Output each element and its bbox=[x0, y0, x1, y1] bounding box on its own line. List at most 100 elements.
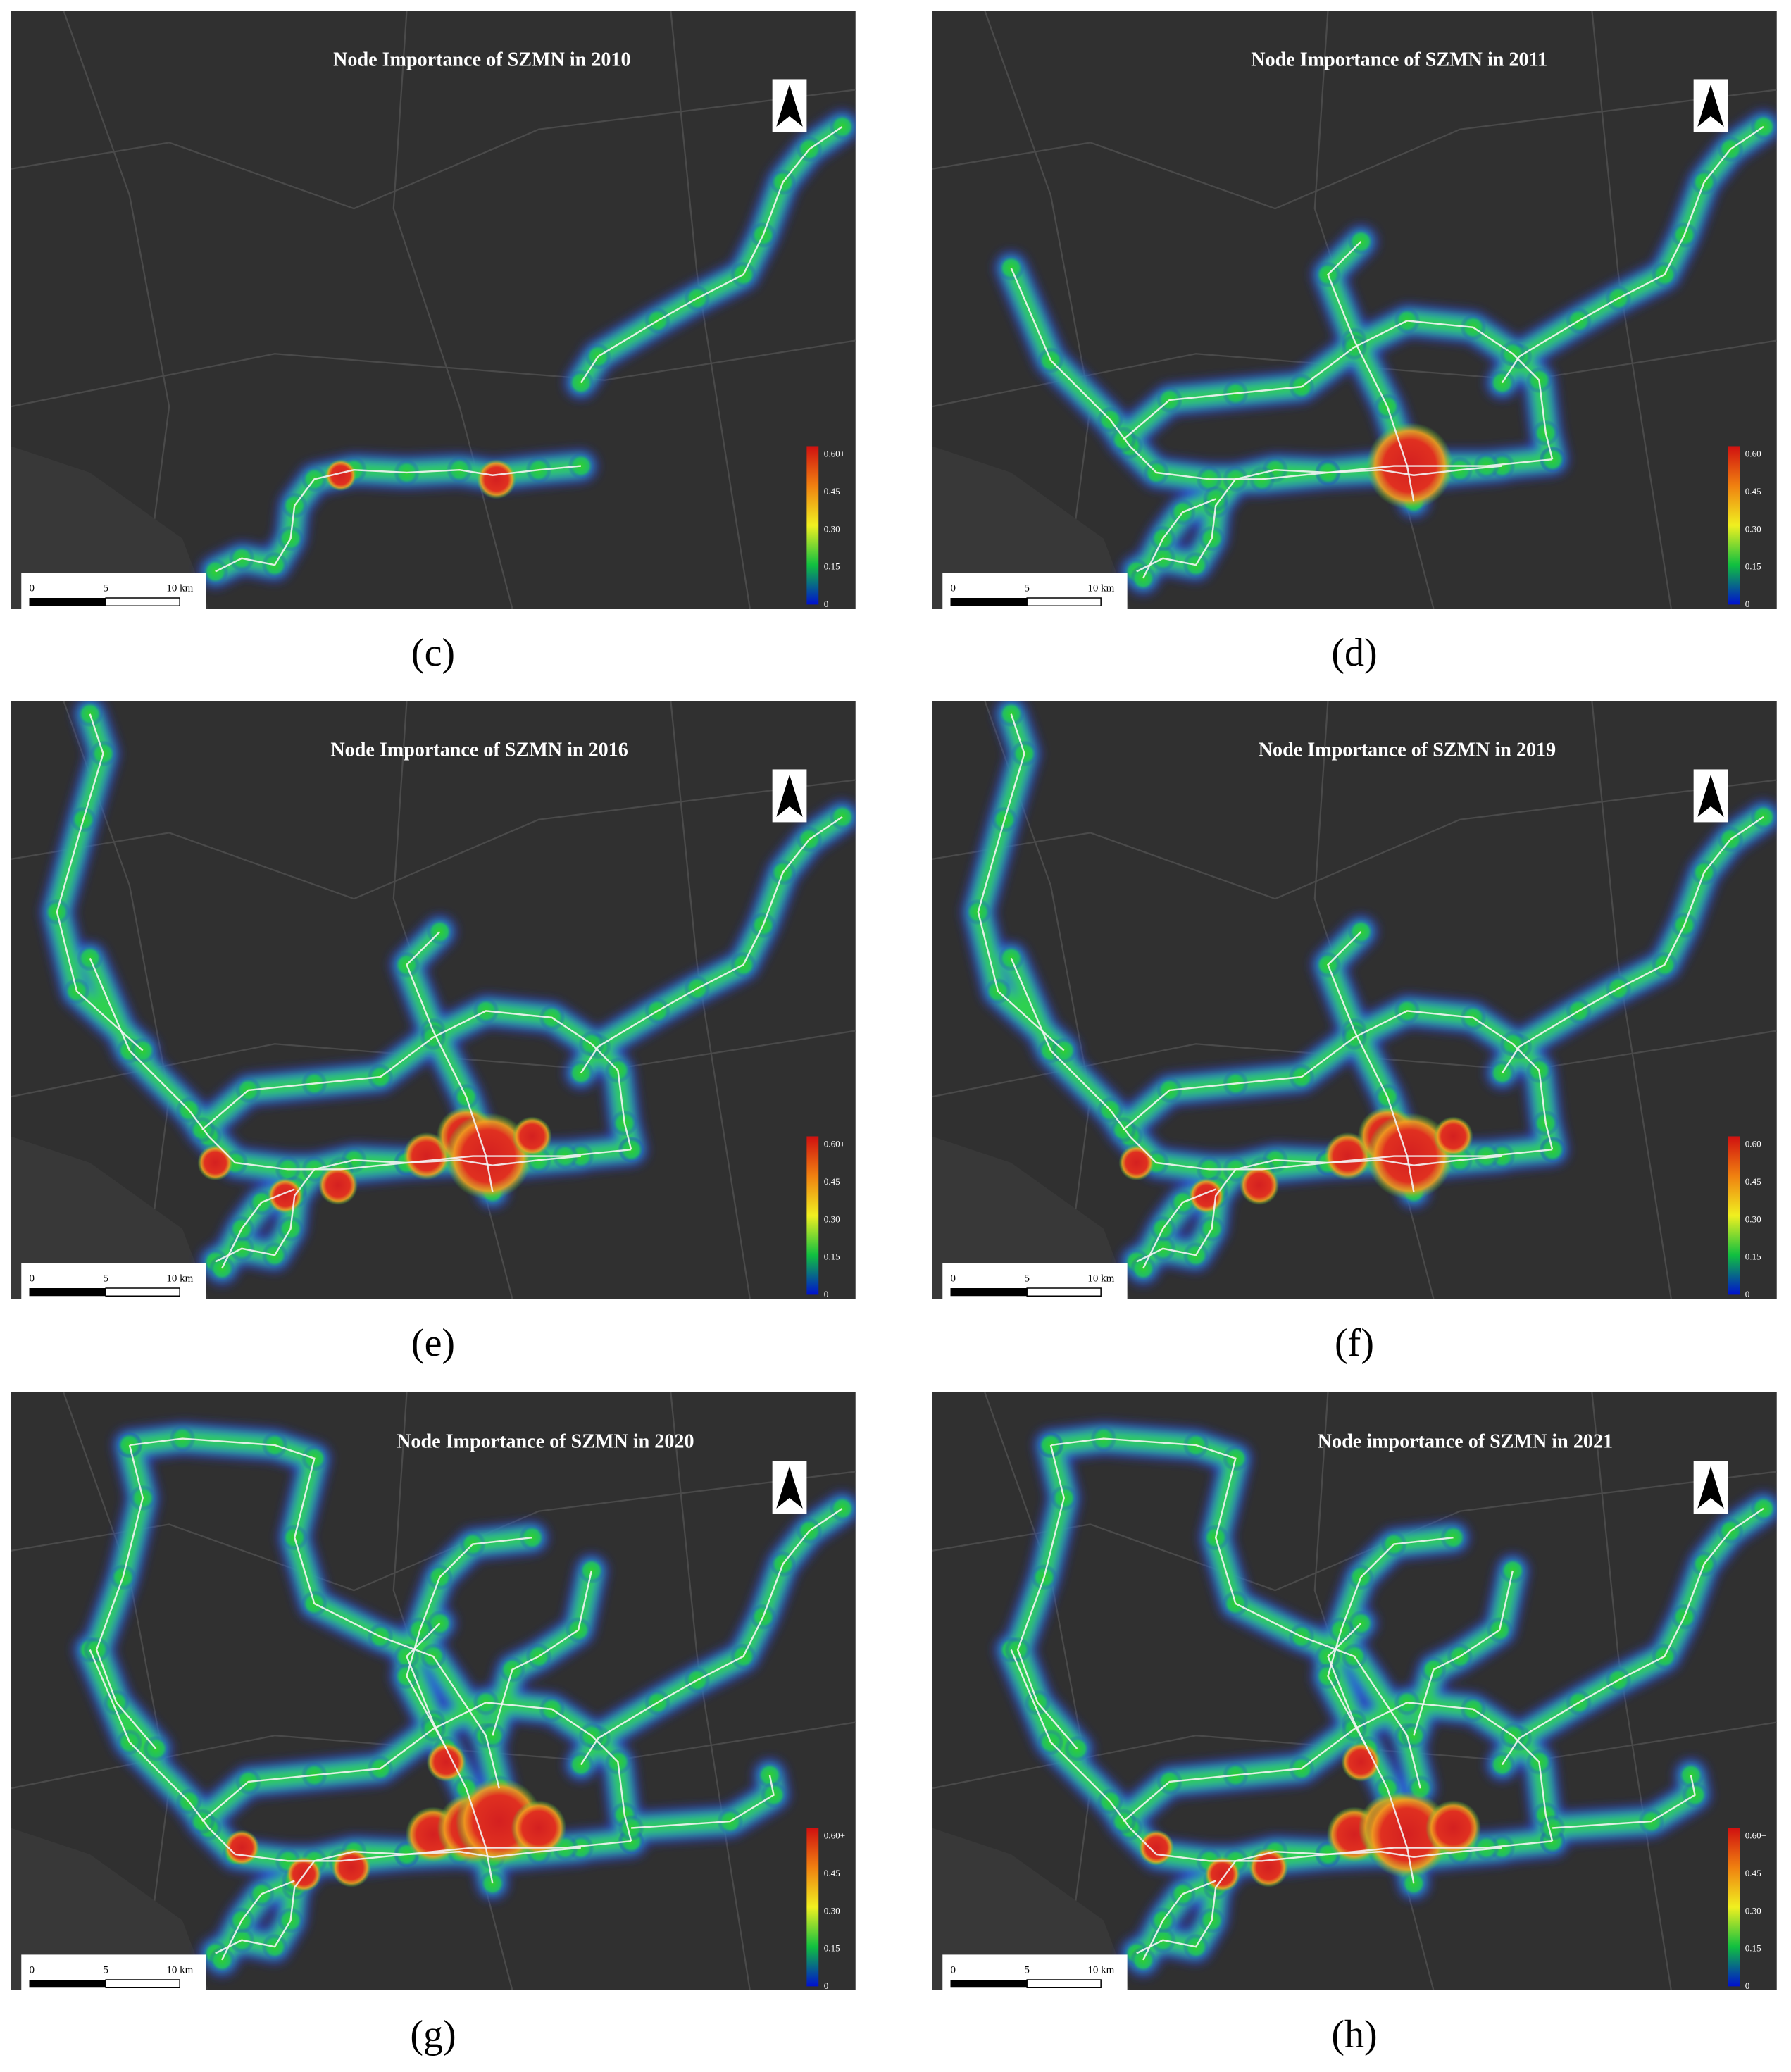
scale-label: 10 km bbox=[1087, 1273, 1114, 1285]
hub-glow bbox=[197, 1144, 234, 1181]
colorbar-label: 0.45 bbox=[824, 486, 840, 497]
map-title: Node Importance of SZMN in 2010 bbox=[333, 49, 630, 71]
map-title: Node Importance of SZMN in 2020 bbox=[397, 1431, 694, 1453]
road bbox=[11, 1471, 856, 1592]
metro-line bbox=[1010, 267, 1553, 480]
colorbar-label: 0.60+ bbox=[1745, 448, 1766, 458]
road bbox=[670, 11, 751, 609]
north-arrow bbox=[776, 774, 803, 817]
map-title: Node importance of SZMN in 2021 bbox=[1318, 1431, 1613, 1453]
road bbox=[932, 89, 1777, 210]
map-panel: Node Importance of SZMN in 2010 0.60+ 0.45… bbox=[11, 11, 856, 609]
colorbar-label: 0.45 bbox=[1745, 1868, 1761, 1878]
road bbox=[63, 1392, 170, 1990]
metro-line bbox=[631, 1775, 775, 1829]
scale-label: 0 bbox=[30, 1965, 35, 1976]
station-glow bbox=[1489, 1751, 1516, 1778]
map-panel: Node Importance of SZMN in 2020 0.60+ 0.45… bbox=[11, 1392, 856, 1990]
scale-label: 0 bbox=[30, 583, 35, 594]
road bbox=[11, 89, 856, 210]
colorbar-label: 0.60+ bbox=[1745, 1830, 1766, 1840]
metro-line bbox=[1501, 816, 1764, 1074]
metro-line bbox=[1010, 1649, 1553, 1862]
metro-line bbox=[1327, 241, 1415, 502]
scale-label: 5 bbox=[103, 583, 108, 594]
scale-label: 10 km bbox=[166, 1965, 193, 1976]
scale-bar-white bbox=[1026, 1287, 1102, 1297]
colorbar-label: 0.15 bbox=[824, 561, 840, 572]
metro-line bbox=[1123, 1702, 1554, 1842]
road bbox=[932, 779, 1777, 900]
hub-glow bbox=[331, 1847, 371, 1887]
road bbox=[63, 11, 170, 609]
bay bbox=[932, 1828, 1130, 1990]
metro-line bbox=[406, 931, 494, 1192]
hub-glow bbox=[511, 1800, 567, 1856]
hub-glow bbox=[512, 1116, 552, 1156]
metro-line bbox=[215, 1155, 582, 1263]
station-glow bbox=[1489, 369, 1516, 397]
colorbar bbox=[1728, 1136, 1740, 1295]
colorbar bbox=[806, 1136, 819, 1295]
station-glow bbox=[756, 1761, 783, 1789]
bay bbox=[11, 1828, 209, 1990]
metro-line bbox=[1050, 1437, 1421, 1789]
station-glow bbox=[578, 1557, 605, 1584]
map-panel: Node Importance of SZMN in 2016 0.60+ 0.45… bbox=[11, 701, 856, 1299]
colorbar-label: 0 bbox=[824, 1289, 829, 1299]
scale-label: 10 km bbox=[1087, 583, 1114, 594]
colorbar-label: 0.30 bbox=[824, 1213, 840, 1224]
metro-line bbox=[89, 1649, 632, 1862]
hub-glow bbox=[1433, 1116, 1473, 1156]
hub-glow bbox=[1138, 1830, 1175, 1866]
hub-glow bbox=[1239, 1165, 1280, 1205]
scale-bar-black bbox=[29, 1980, 106, 1988]
station-glow bbox=[568, 452, 594, 480]
scale-bar-white bbox=[1026, 1979, 1102, 1989]
panel-caption: (e) bbox=[411, 1321, 456, 1365]
station-glow bbox=[1678, 1761, 1704, 1789]
colorbar-label: 0.15 bbox=[1745, 1943, 1761, 1954]
scale-label: 0 bbox=[951, 1273, 956, 1285]
metro-line bbox=[215, 465, 582, 573]
road bbox=[932, 1471, 1777, 1592]
scale-label: 0 bbox=[30, 1273, 35, 1285]
north-arrow bbox=[1697, 84, 1724, 127]
bay bbox=[932, 446, 1130, 609]
metro-line bbox=[1123, 1010, 1554, 1150]
hub-glow bbox=[1363, 1791, 1451, 1878]
metro-line bbox=[580, 816, 843, 1074]
hub-glow bbox=[1341, 1742, 1381, 1782]
colorbar-label: 0.60+ bbox=[824, 1138, 845, 1149]
metro-line bbox=[406, 1536, 532, 1749]
panel-caption: (f) bbox=[1335, 1321, 1374, 1365]
colorbar bbox=[806, 446, 819, 605]
colorbar bbox=[1728, 446, 1740, 605]
colorbar-label: 0 bbox=[1745, 599, 1750, 609]
hub-glow bbox=[1118, 1144, 1155, 1181]
colorbar-label: 0.30 bbox=[824, 1905, 840, 1916]
colorbar-label: 0.30 bbox=[1745, 1213, 1761, 1224]
metro-line bbox=[406, 1623, 494, 1884]
road bbox=[670, 1392, 751, 1990]
north-arrow bbox=[1697, 774, 1724, 817]
metro-line bbox=[1136, 465, 1503, 573]
colorbar-label: 0 bbox=[1745, 1289, 1750, 1299]
metro-line bbox=[215, 1847, 582, 1954]
metro-line bbox=[1327, 931, 1415, 1192]
colorbar-label: 0.45 bbox=[824, 1176, 840, 1187]
metro-line bbox=[580, 1507, 843, 1766]
metro-line bbox=[221, 1188, 295, 1269]
scale-bar-black bbox=[950, 1288, 1028, 1297]
map-panel: Node Importance of SZMN in 2011 0.60+ 0.45… bbox=[932, 11, 1777, 609]
scale-bar-white bbox=[1026, 597, 1102, 607]
map-title: Node Importance of SZMN in 2019 bbox=[1259, 739, 1556, 761]
scale-label: 5 bbox=[1024, 1273, 1030, 1285]
colorbar-label: 0.30 bbox=[1745, 523, 1761, 534]
scale-label: 10 km bbox=[166, 583, 193, 594]
colorbar-label: 0.60+ bbox=[824, 1830, 845, 1840]
colorbar-label: 0 bbox=[824, 599, 829, 609]
metro-line bbox=[1501, 125, 1764, 384]
colorbar-label: 0.30 bbox=[1745, 1905, 1761, 1916]
